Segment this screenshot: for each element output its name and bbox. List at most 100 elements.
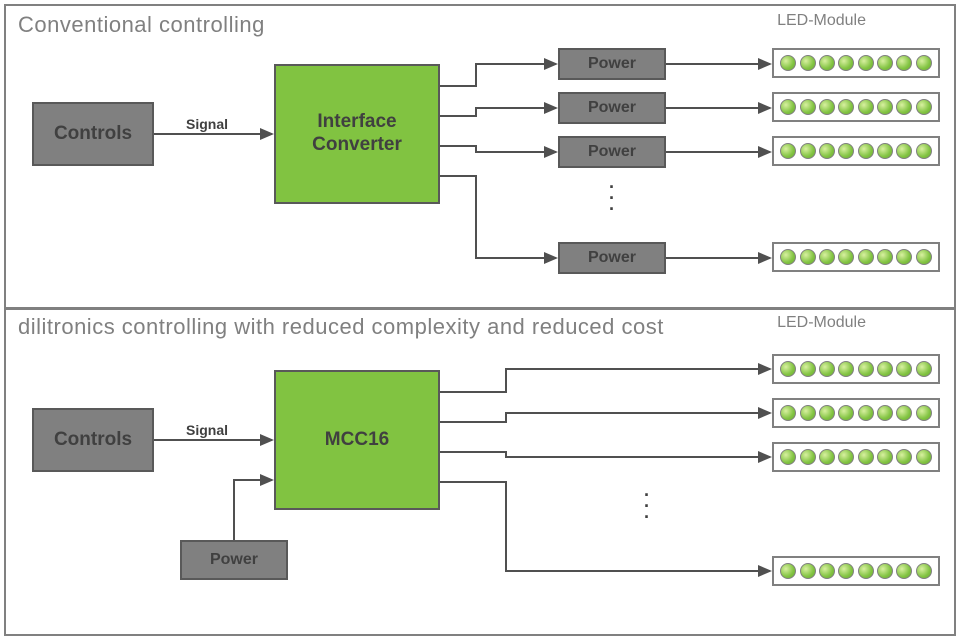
bottom-led-module-label: LED-Module xyxy=(777,314,866,332)
led-dot xyxy=(896,563,912,579)
led-dot xyxy=(858,361,874,377)
led-dot xyxy=(858,55,874,71)
bottom-controls-box: Controls xyxy=(32,408,154,472)
bottom-controls-label: Controls xyxy=(54,429,132,451)
led-dot xyxy=(858,249,874,265)
led-dot xyxy=(819,449,835,465)
led-dot xyxy=(916,249,932,265)
led-dot xyxy=(877,99,893,115)
led-dot xyxy=(877,361,893,377)
top-power-box-3: Power xyxy=(558,136,666,168)
bottom-led-module-2 xyxy=(772,398,940,428)
led-dot xyxy=(916,449,932,465)
led-dot xyxy=(896,99,912,115)
led-dot xyxy=(916,143,932,159)
led-dot xyxy=(916,405,932,421)
led-dot xyxy=(838,361,854,377)
top-led-module-3 xyxy=(772,136,940,166)
bottom-power-label: Power xyxy=(210,551,258,569)
led-dot xyxy=(916,361,932,377)
led-dot xyxy=(800,361,816,377)
led-dot xyxy=(896,361,912,377)
led-dot xyxy=(877,405,893,421)
led-dot xyxy=(877,55,893,71)
led-dot xyxy=(800,55,816,71)
led-dot xyxy=(780,99,796,115)
top-power-box-1: Power xyxy=(558,48,666,80)
top-power-box-2: Power xyxy=(558,92,666,124)
led-dot xyxy=(800,99,816,115)
led-dot xyxy=(896,405,912,421)
led-dot xyxy=(858,99,874,115)
led-dot xyxy=(838,143,854,159)
bottom-title: dilitronics controlling with reduced com… xyxy=(18,314,664,340)
led-dot xyxy=(780,405,796,421)
led-dot xyxy=(838,249,854,265)
bottom-led-module-3 xyxy=(772,442,940,472)
led-dot xyxy=(819,99,835,115)
led-dot xyxy=(838,449,854,465)
bottom-signal-label: Signal xyxy=(186,422,228,438)
led-dot xyxy=(916,55,932,71)
led-dot xyxy=(780,449,796,465)
led-dot xyxy=(858,405,874,421)
led-dot xyxy=(916,99,932,115)
bottom-led-module-4 xyxy=(772,556,940,586)
bottom-mcc-box: MCC16 xyxy=(274,370,440,510)
top-ellipsis: ··· xyxy=(606,182,618,214)
top-led-module-4 xyxy=(772,242,940,272)
top-signal-label: Signal xyxy=(186,116,228,132)
led-dot xyxy=(819,563,835,579)
top-title: Conventional controlling xyxy=(18,12,265,38)
led-dot xyxy=(819,143,835,159)
led-dot xyxy=(780,361,796,377)
led-dot xyxy=(877,143,893,159)
led-dot xyxy=(896,449,912,465)
bottom-power-box: Power xyxy=(180,540,288,580)
led-dot xyxy=(877,449,893,465)
top-panel: Conventional controlling LED-Module Cont… xyxy=(6,6,954,308)
bottom-mcc-label: MCC16 xyxy=(325,429,389,452)
diagram-frame: Conventional controlling LED-Module Cont… xyxy=(4,4,956,636)
top-controls-label: Controls xyxy=(54,123,132,145)
led-dot xyxy=(800,249,816,265)
led-dot xyxy=(838,563,854,579)
led-dot xyxy=(800,449,816,465)
led-dot xyxy=(780,563,796,579)
led-dot xyxy=(800,563,816,579)
led-dot xyxy=(858,449,874,465)
led-dot xyxy=(896,55,912,71)
bottom-panel: dilitronics controlling with reduced com… xyxy=(6,308,954,634)
led-dot xyxy=(896,143,912,159)
led-dot xyxy=(800,405,816,421)
top-interface-converter-box: Interface Converter xyxy=(274,64,440,204)
led-dot xyxy=(800,143,816,159)
top-led-module-2 xyxy=(772,92,940,122)
led-dot xyxy=(838,99,854,115)
bottom-ellipsis: ··· xyxy=(641,490,653,522)
led-dot xyxy=(819,361,835,377)
top-power-label-2: Power xyxy=(588,99,636,117)
top-power-box-4: Power xyxy=(558,242,666,274)
top-power-label-4: Power xyxy=(588,249,636,267)
led-dot xyxy=(780,249,796,265)
bottom-led-module-1 xyxy=(772,354,940,384)
led-dot xyxy=(896,249,912,265)
led-dot xyxy=(819,249,835,265)
top-converter-label: Interface Converter xyxy=(312,111,402,157)
led-dot xyxy=(877,563,893,579)
led-dot xyxy=(858,143,874,159)
led-dot xyxy=(838,405,854,421)
led-dot xyxy=(780,55,796,71)
led-dot xyxy=(877,249,893,265)
top-led-module-label: LED-Module xyxy=(777,12,866,30)
top-power-label-1: Power xyxy=(588,55,636,73)
led-dot xyxy=(916,563,932,579)
top-power-label-3: Power xyxy=(588,143,636,161)
top-controls-box: Controls xyxy=(32,102,154,166)
led-dot xyxy=(780,143,796,159)
led-dot xyxy=(819,55,835,71)
led-dot xyxy=(858,563,874,579)
top-led-module-1 xyxy=(772,48,940,78)
led-dot xyxy=(819,405,835,421)
